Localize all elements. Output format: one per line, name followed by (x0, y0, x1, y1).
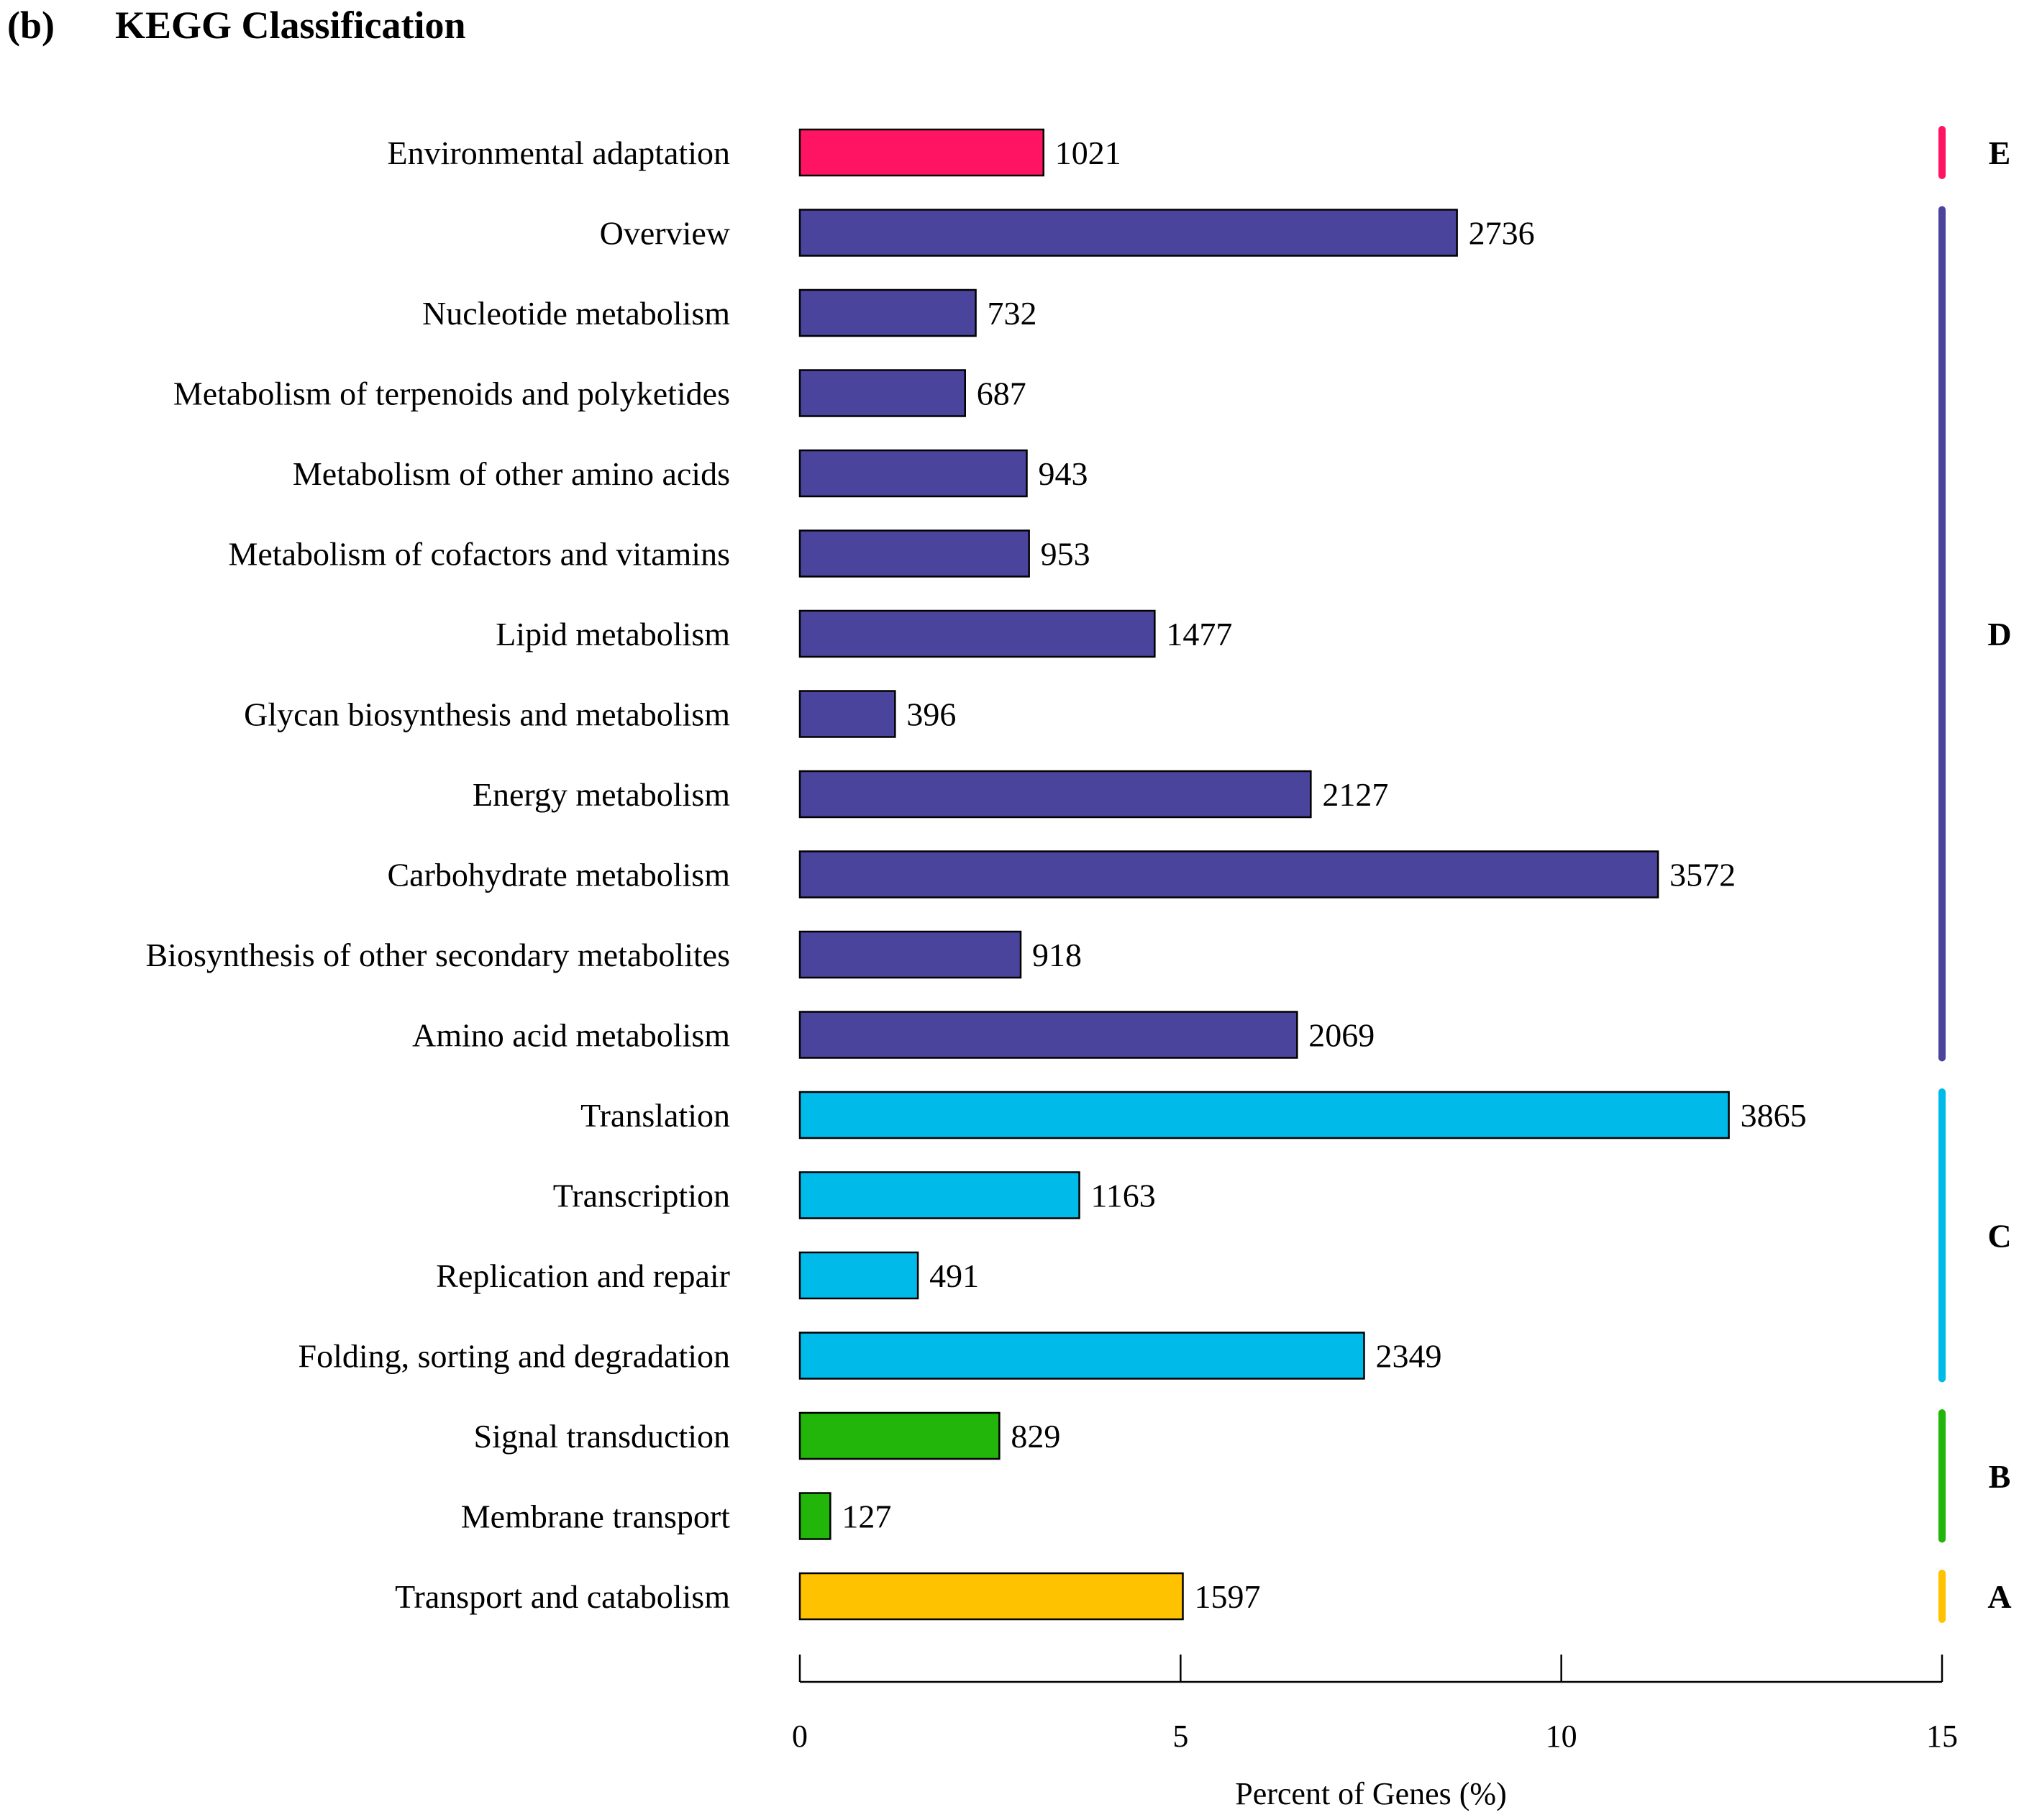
bar-4 (798, 449, 1028, 498)
category-label-9: Carbohydrate metabolism (388, 857, 731, 893)
x-tick-label-5: 5 (1172, 1719, 1188, 1754)
value-label-14: 491 (929, 1257, 979, 1294)
x-axis-title: Percent of Genes (%) (1235, 1776, 1507, 1811)
bar-8 (798, 770, 1312, 819)
bar-18 (798, 1572, 1184, 1621)
bar-11 (798, 1011, 1298, 1059)
category-label-3: Metabolism of terpenoids and polyketides (173, 376, 730, 412)
value-label-17: 127 (842, 1498, 891, 1535)
x-tick-label-10: 10 (1546, 1719, 1577, 1754)
bars-layer (798, 128, 1730, 1621)
value-label-8: 2127 (1322, 776, 1388, 813)
value-label-2: 732 (988, 295, 1037, 332)
panel-label: (b) (7, 4, 55, 47)
category-label-5: Metabolism of cofactors and vitamins (228, 536, 730, 573)
category-label-17: Membrane transport (461, 1498, 730, 1535)
category-label-7: Glycan biosynthesis and metabolism (244, 696, 730, 733)
value-label-4: 943 (1038, 455, 1088, 492)
value-label-11: 2069 (1308, 1017, 1375, 1054)
bar-17 (798, 1492, 831, 1540)
category-label-11: Amino acid metabolism (412, 1017, 730, 1054)
bar-9 (798, 850, 1659, 898)
value-label-10: 918 (1032, 937, 1082, 973)
category-label-12: Translation (580, 1097, 730, 1134)
category-label-13: Transcription (553, 1178, 730, 1214)
value-label-5: 953 (1041, 536, 1090, 573)
category-label-0: Environmental adaptation (388, 135, 730, 171)
value-label-3: 687 (977, 376, 1026, 412)
x-tick-label-15: 15 (1926, 1719, 1958, 1754)
group-label-B: B (1989, 1458, 2011, 1495)
category-label-2: Nucleotide metabolism (422, 295, 730, 332)
bar-14 (798, 1251, 919, 1300)
value-label-0: 1021 (1055, 135, 1121, 171)
category-label-16: Signal transduction (474, 1418, 730, 1455)
bar-3 (798, 369, 966, 417)
bar-1 (798, 209, 1458, 257)
bar-7 (798, 690, 896, 738)
value-labels: 1021 2736 732 687 943 953 1477 396 2127 3572 918 20… (842, 135, 1806, 1615)
value-label-12: 3865 (1741, 1097, 1807, 1134)
category-label-1: Overview (600, 215, 731, 252)
value-label-9: 3572 (1669, 857, 1736, 893)
chart-title: KEGG Classification (115, 4, 466, 47)
value-label-7: 396 (906, 696, 956, 733)
value-label-18: 1597 (1195, 1578, 1261, 1615)
category-labels: Environmental adaptation Overview Nucleoti… (145, 135, 730, 1615)
bar-16 (798, 1411, 1001, 1460)
value-label-6: 1477 (1166, 616, 1232, 652)
category-label-6: Lipid metabolism (496, 616, 730, 652)
bar-10 (798, 930, 1022, 979)
group-label-A: A (1987, 1578, 2011, 1615)
category-label-18: Transport and catabolism (395, 1578, 730, 1615)
bar-15 (798, 1332, 1365, 1380)
x-axis: 0 5 10 15 Percent of Genes (%) (792, 1655, 1958, 1811)
bar-2 (798, 288, 977, 337)
group-label-D: D (1987, 616, 2011, 652)
group-label-C: C (1987, 1217, 2011, 1254)
value-label-1: 2736 (1469, 215, 1535, 252)
category-label-10: Biosynthesis of other secondary metaboli… (145, 937, 730, 973)
value-label-16: 829 (1011, 1418, 1060, 1455)
bar-12 (798, 1091, 1730, 1139)
category-label-8: Energy metabolism (473, 776, 730, 813)
group-brackets: E D C B A (1938, 126, 2012, 1623)
x-tick-label-0: 0 (792, 1719, 808, 1754)
bar-13 (798, 1171, 1080, 1219)
category-label-14: Replication and repair (436, 1257, 730, 1294)
bar-5 (798, 529, 1030, 578)
bar-6 (798, 609, 1156, 658)
bar-0 (798, 128, 1045, 177)
category-label-15: Folding, sorting and degradation (298, 1338, 730, 1375)
value-label-15: 2349 (1375, 1338, 1441, 1375)
value-label-13: 1163 (1091, 1178, 1156, 1214)
category-label-4: Metabolism of other amino acids (293, 455, 730, 492)
group-label-E: E (1989, 135, 2011, 171)
